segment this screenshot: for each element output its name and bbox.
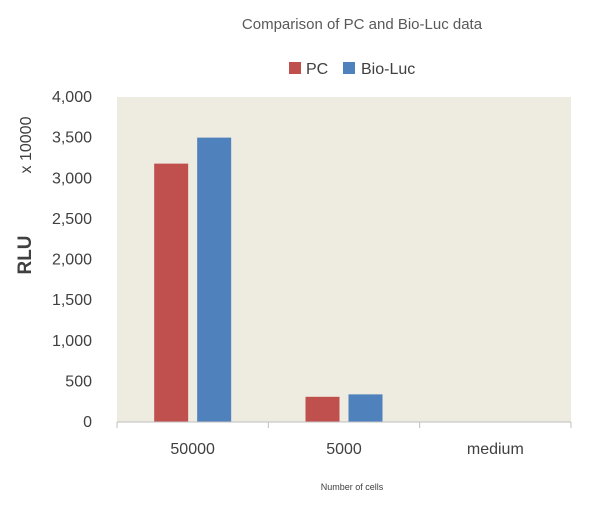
y-tick-label: 4,000 <box>52 89 92 106</box>
y-axis-label: RLU <box>15 235 36 274</box>
legend-label-pc: PC <box>306 61 328 78</box>
chart-title: Comparison of PC and Bio-Luc data <box>242 16 483 33</box>
bar-pc-50000 <box>154 163 189 422</box>
legend-label-bio-luc: Bio-Luc <box>361 61 415 78</box>
bar-bio-luc-50000 <box>197 137 232 422</box>
y-tick-label: 2,500 <box>52 211 92 228</box>
x-axis-label: Number of cells <box>321 482 384 492</box>
x-category-label: 5000 <box>326 441 362 458</box>
x-axis-categories: 50000 5000 medium <box>170 441 523 458</box>
y-tick-label: 500 <box>65 373 92 390</box>
y-tick-label: 0 <box>83 414 92 431</box>
bar-pc-5000 <box>305 396 340 422</box>
y-axis-unit: x 10000 <box>18 116 35 173</box>
plot-area <box>117 97 571 422</box>
legend-swatch-bio-luc <box>343 62 355 74</box>
y-tick-label: 2,000 <box>52 252 92 269</box>
bars <box>154 137 383 422</box>
y-tick-label: 3,000 <box>52 170 92 187</box>
y-tick-label: 1,000 <box>52 333 92 350</box>
bar-bio-luc-5000 <box>348 394 383 422</box>
y-tick-label: 1,500 <box>52 292 92 309</box>
x-category-label: medium <box>467 441 524 458</box>
legend: PC Bio-Luc <box>289 61 415 78</box>
y-axis-ticks: 0 500 1,000 1,500 2,000 2,500 3,000 3,500 4,000 <box>52 89 92 431</box>
x-axis <box>116 421 572 428</box>
legend-swatch-pc <box>289 62 301 74</box>
x-category-label: 50000 <box>170 441 215 458</box>
y-tick-label: 3,500 <box>52 130 92 147</box>
